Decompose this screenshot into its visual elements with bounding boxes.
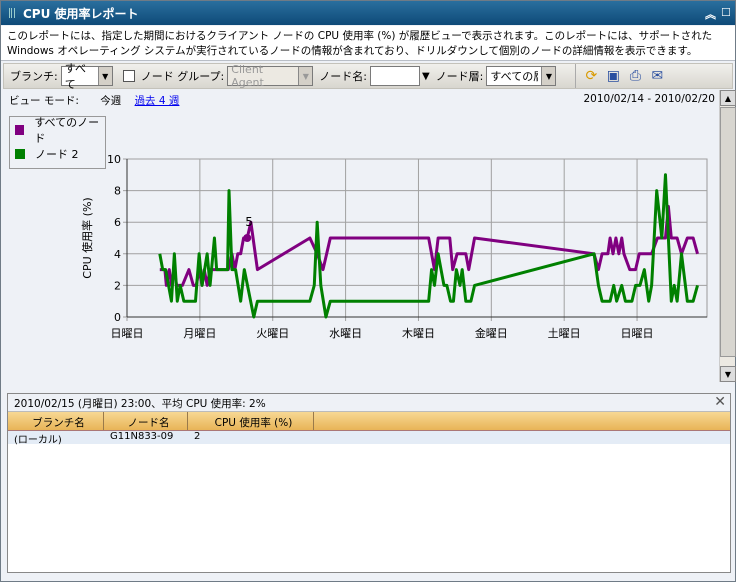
grip-icon [9, 8, 15, 18]
node-tier-label: ノード層: [435, 70, 484, 83]
chevron-down-icon: ▼ [541, 67, 556, 85]
y-axis-label: CPU 使用率 (%) [80, 197, 94, 278]
node-group-value: Client Agent [231, 63, 264, 89]
y-tick-label: 0 [114, 311, 121, 324]
chevron-down-icon: ▼ [298, 67, 313, 85]
node-name-dropdown-icon[interactable]: ▼ [421, 70, 430, 82]
title-bar: CPU 使用率レポート ︽ ☐ [1, 1, 735, 25]
report-description: このレポートには、指定した期間におけるクライアント ノードの CPU 使用率 (… [1, 26, 735, 61]
y-tick-label: 2 [114, 279, 121, 292]
refresh-icon[interactable]: ⟳ [585, 68, 598, 84]
node-group-label: ノード グループ: [140, 70, 225, 83]
chevron-down-icon: ▼ [97, 67, 112, 85]
node-group-checkbox[interactable] [122, 70, 135, 82]
y-tick-label: 4 [114, 248, 121, 261]
y-tick-label: 8 [114, 185, 121, 198]
y-tick-label: 6 [114, 216, 121, 229]
window-title: CPU 使用率レポート [23, 6, 139, 21]
past-4-weeks-link[interactable]: 過去 4 週 [134, 95, 180, 107]
table-cell: (ローカル) [14, 435, 62, 446]
x-tick-label: 水曜日 [329, 327, 362, 340]
view-mode-bar: ビュー モード: 今週 過去 4 週 2010/02/14 - 2010/02/… [9, 93, 715, 108]
y-tick-label: 10 [107, 153, 121, 166]
node-group-select[interactable]: Client Agent ▼ [227, 63, 314, 89]
scroll-up-button[interactable]: ▲ [720, 90, 736, 106]
email-icon[interactable]: ✉ [651, 68, 664, 84]
detail-header: 2010/02/15 (月曜日) 23:00、平均 CPU 使用率: 2% [14, 398, 266, 410]
node-tier-select[interactable]: すべての層▼ [486, 66, 557, 86]
vertical-scrollbar[interactable]: ▲ ▼ [719, 90, 736, 382]
x-tick-label: 日曜日 [111, 327, 144, 340]
close-icon[interactable]: ✕ [714, 394, 726, 410]
column-header-empty [314, 412, 730, 430]
x-tick-label: 月曜日 [183, 327, 216, 340]
table-cell: G11N833-09 [110, 431, 174, 442]
node-name-input[interactable] [369, 66, 420, 86]
scroll-thumb[interactable] [720, 107, 736, 357]
x-tick-label: 木曜日 [402, 327, 435, 340]
data-point-marker [243, 234, 252, 242]
toolbar-separator [566, 64, 577, 88]
collapse-icon[interactable]: ︽ [705, 8, 716, 21]
this-week-option[interactable]: 今週 [100, 95, 122, 107]
data-label: 5 [245, 215, 253, 229]
x-tick-label: 火曜日 [256, 327, 289, 340]
column-header[interactable]: CPU 使用率 (%) [188, 412, 314, 430]
column-header[interactable]: ブランチ名 [8, 412, 104, 430]
legend-swatch [15, 149, 25, 159]
print-icon[interactable]: ⎙ [629, 68, 641, 84]
cpu-usage-chart: 0 2 4 6 8 10 日曜日 月曜日 火曜日 水曜日 木曜日 金曜日 土曜日 日曜日 CPU 使用率 (… [80, 153, 708, 340]
legend-swatch [15, 125, 25, 135]
x-tick-label: 金曜日 [475, 326, 508, 340]
date-range: 2010/02/14 - 2010/02/20 [583, 93, 715, 105]
chart-legend: すべてのノード ノード 2 [9, 116, 106, 169]
node-tier-value: すべての層 [490, 70, 538, 83]
series-line-2 [158, 173, 699, 319]
table-cell: 2 [194, 431, 201, 442]
legend-item: ノード 2 [10, 143, 105, 165]
x-tick-label: 土曜日 [548, 327, 581, 340]
filter-toolbar: ブランチ: すべて ▼ ノード グループ: Client Agent ▼ ノード名:… [3, 62, 733, 91]
view-mode-label: ビュー モード: [9, 95, 79, 107]
legend-label: ノード 2 [35, 148, 79, 161]
save-icon[interactable]: ▣ [606, 68, 621, 84]
column-header[interactable]: ノード名 [104, 412, 188, 430]
x-tick-label: 日曜日 [621, 327, 654, 340]
legend-label: すべてのノード [34, 116, 100, 145]
table-row[interactable]: (ローカル) G11N833-09 2 [8, 431, 730, 446]
branch-label: ブランチ: [10, 70, 58, 83]
detail-panel: 2010/02/15 (月曜日) 23:00、平均 CPU 使用率: 2% ✕ ブ… [7, 393, 731, 573]
node-name-label: ノード名: [319, 70, 367, 83]
detail-table-header: ブランチ名 ノード名 CPU 使用率 (%) [8, 412, 730, 431]
branch-select[interactable]: すべて ▼ [60, 62, 113, 91]
scroll-down-button[interactable]: ▼ [720, 366, 736, 382]
branch-value: すべて [64, 62, 86, 91]
legend-item: すべてのノード [10, 116, 105, 145]
maximize-icon[interactable]: ☐ [721, 6, 731, 19]
